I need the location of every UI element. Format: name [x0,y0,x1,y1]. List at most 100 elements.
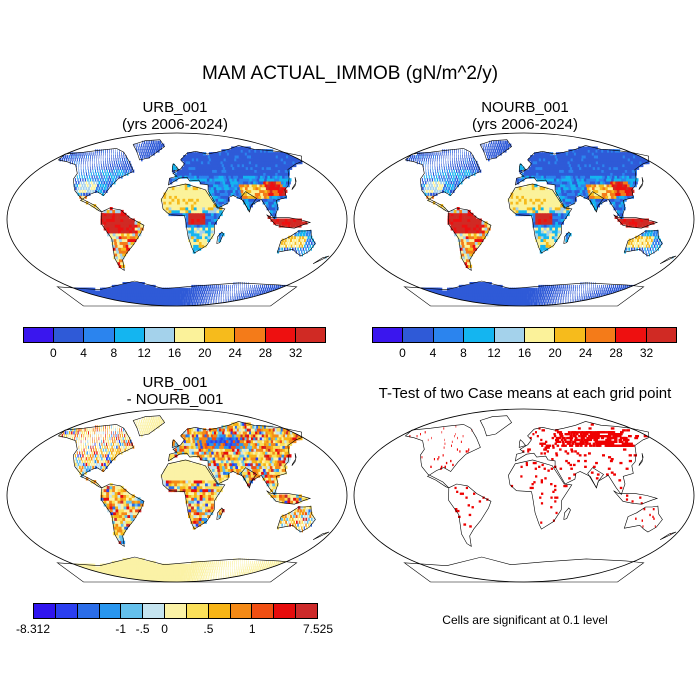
map-cell [121,250,126,254]
map-cell [247,287,249,291]
map-cell [218,160,223,165]
map-cell [88,169,89,173]
map-cell [180,290,183,294]
map-cell [167,287,170,291]
map-cell [642,238,645,242]
map-cell [248,166,253,170]
map-cell [165,302,168,306]
map-cell [259,189,264,193]
map-cell [137,143,139,147]
map-cell [613,204,617,208]
map-cell [484,224,488,228]
map-cell [521,198,525,202]
map-cell [168,296,171,300]
map-cell [453,221,457,225]
map-cell [282,290,285,294]
map-cell [218,235,222,240]
map-cell [596,192,601,196]
map-cell [439,183,441,188]
map-cell [581,172,586,176]
map-cell [598,287,600,291]
map-cell [541,296,544,300]
map-cell [561,299,563,303]
map-cell [177,175,180,179]
map-cell [161,290,165,294]
map-cell [267,302,270,306]
map-cell [224,287,226,291]
map-cell [580,192,585,196]
map-cell [557,158,562,162]
map-cell [543,198,547,202]
map-cell [598,183,603,188]
map-cell [570,163,575,168]
map-cell [532,296,535,300]
map-cell [120,160,122,165]
map-cell [213,166,218,170]
map-cell [239,172,244,176]
map-cell [302,247,305,251]
map-cell [539,186,543,191]
map-cell [606,299,609,303]
map-cell [201,175,205,179]
map-cell [255,284,257,289]
map-cell [464,172,466,176]
map-cell [97,169,99,173]
map-cell [540,201,544,205]
map-cell [77,296,84,300]
map-cell [78,152,80,156]
map-cell [99,302,105,306]
map-cell [140,227,144,231]
map-cell [446,299,452,303]
map-cell [258,181,263,185]
map-cell [613,195,618,199]
map-cell [427,192,430,196]
map-cell [203,160,207,165]
map-cell [599,284,600,289]
map-cell [580,183,585,188]
map-cell [71,293,78,297]
map-cell [491,299,495,303]
map-cell [521,166,525,170]
map-cell [504,296,508,300]
map-cell [563,189,568,193]
map-cell [625,290,628,294]
map-cell [512,290,516,294]
map-cell [450,299,456,303]
map-cell [221,163,226,168]
map-cell [563,207,567,211]
map-cell [565,204,570,208]
map-cell [229,158,234,162]
map-cell [213,293,215,297]
map-cell [178,302,181,306]
map-cell [144,140,145,144]
map-cell [616,195,621,199]
map-cell [425,152,427,156]
map-cell [113,250,118,254]
map-cell [120,227,124,231]
map-cell [546,181,551,185]
map-cell [90,186,93,191]
map-cell [213,186,218,191]
map-cell [511,296,515,300]
map-cell [213,215,218,219]
map-cell [153,149,156,153]
map-cell [546,166,551,170]
map-cell [299,241,302,245]
map-cell [505,302,509,306]
map-cell [87,299,94,303]
map-cell [585,302,587,306]
map-cell [306,238,309,242]
map-cell [194,287,197,291]
map-cell [257,296,260,300]
map-cell [545,290,547,294]
map-cell [576,299,578,303]
map-cell [242,169,247,173]
map-cell [223,158,228,162]
map-cell [600,181,605,185]
coastline-greenland [132,139,166,161]
map-cell [123,215,127,219]
map-cell [587,189,592,193]
map-cell [453,175,455,179]
map-cell [551,181,556,185]
map-cell [653,238,656,242]
